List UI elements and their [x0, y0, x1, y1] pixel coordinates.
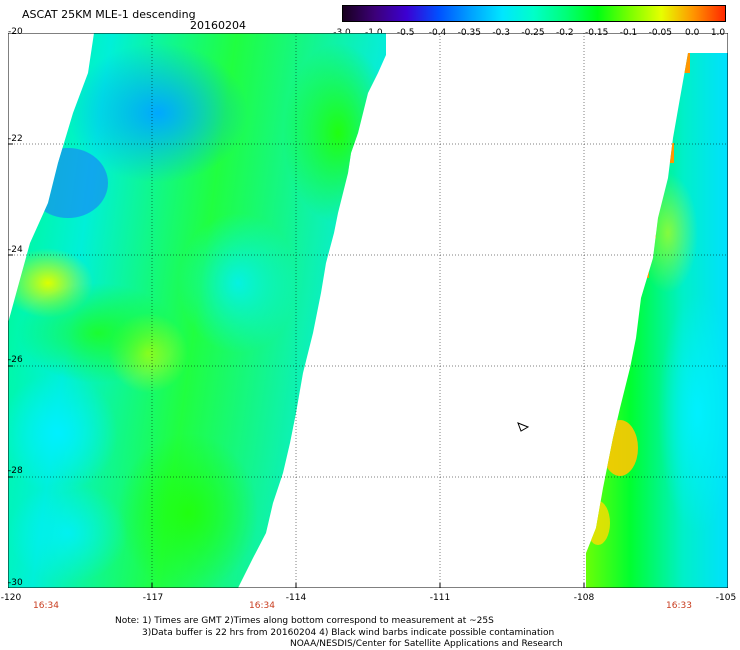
x-axis-label: -114	[285, 593, 307, 603]
plot-title: ASCAT 25KM MLE-1 descending	[22, 8, 196, 21]
pass-time-label: 16:33	[666, 601, 692, 611]
map-gridlines	[8, 33, 728, 588]
y-axis-label: -30	[8, 578, 23, 588]
pass-time-label: 16:34	[249, 601, 275, 611]
note-line-1: Note: 1) Times are GMT 2)Times along bot…	[115, 616, 494, 626]
left-swath	[8, 33, 386, 588]
x-axis-label: -117	[142, 593, 164, 603]
y-axis-label: -24	[8, 245, 23, 255]
plot-date: 20160204	[190, 19, 246, 32]
x-axis-label: -108	[573, 593, 595, 603]
y-axis-label: -28	[8, 466, 23, 476]
note-line-3: NOAA/NESDIS/Center for Satellite Applica…	[290, 639, 563, 649]
colorbar	[342, 5, 726, 22]
x-axis-label: -111	[429, 593, 451, 603]
y-axis-label: -22	[8, 134, 23, 144]
pass-time-label: 16:34	[33, 601, 59, 611]
y-axis-label: -20	[8, 27, 23, 37]
note-line-2: 3)Data buffer is 22 hrs from 20160204 4)…	[142, 628, 555, 638]
right-swath	[586, 53, 728, 588]
y-axis-label: -26	[8, 355, 23, 365]
x-axis-label: -105	[715, 593, 737, 603]
x-axis-label: -120	[0, 593, 22, 603]
map-panel	[8, 33, 728, 588]
axis-ticks	[8, 33, 728, 588]
island-outline	[517, 422, 530, 432]
